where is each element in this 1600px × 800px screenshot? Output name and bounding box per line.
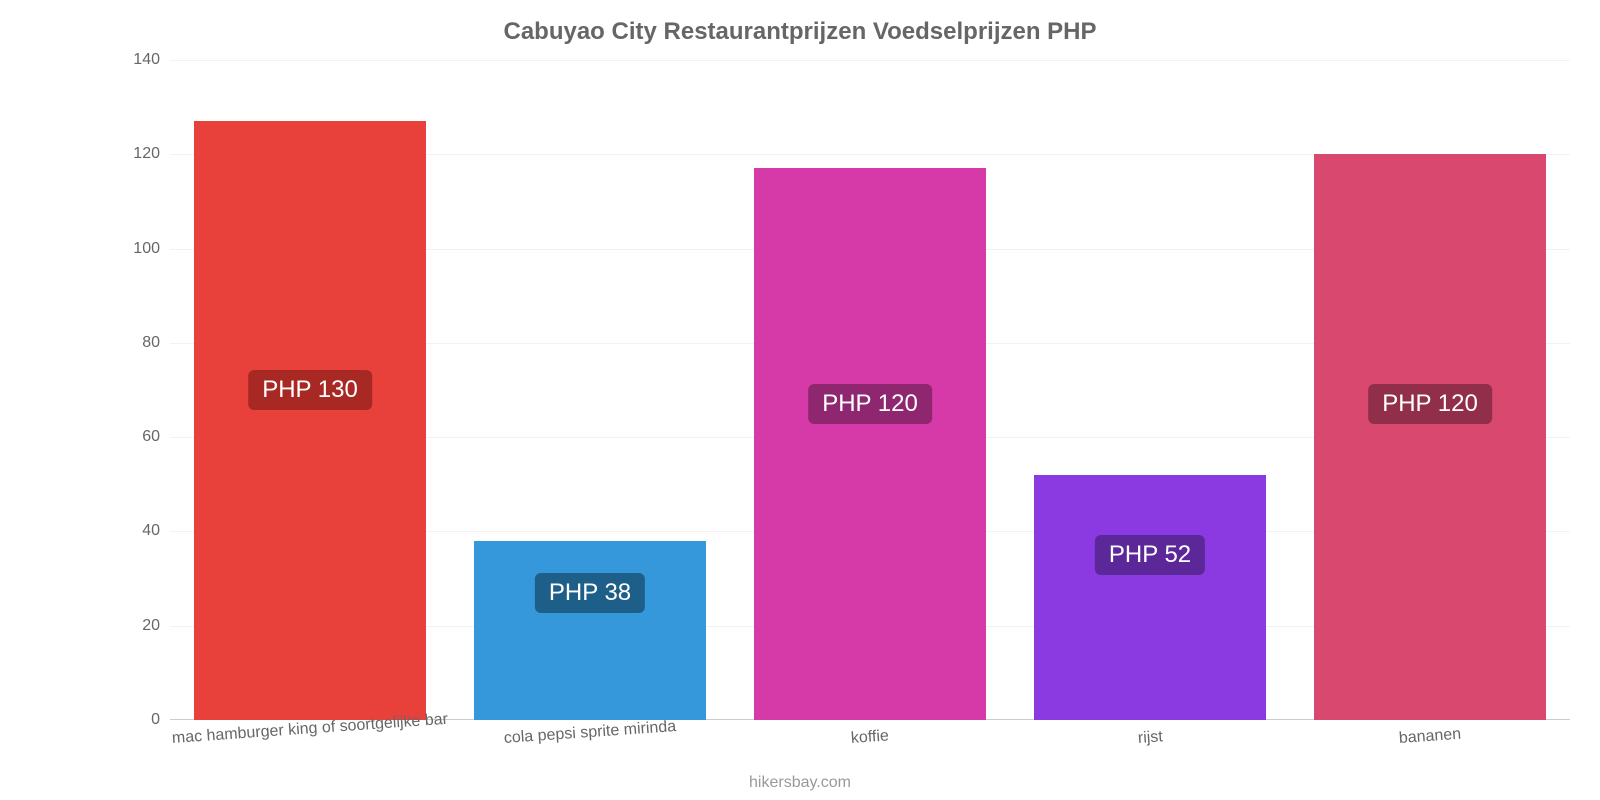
bar xyxy=(474,541,706,720)
bar-value-label: PHP 38 xyxy=(535,573,645,613)
bar-value-label: PHP 120 xyxy=(808,384,932,424)
y-tick-label: 40 xyxy=(110,522,160,540)
y-tick-label: 80 xyxy=(110,334,160,352)
y-tick-label: 0 xyxy=(110,711,160,729)
x-tick-label: cola pepsi sprite mirinda xyxy=(503,718,676,748)
y-tick-label: 20 xyxy=(110,617,160,635)
chart-title: Cabuyao City Restaurantprijzen Voedselpr… xyxy=(0,18,1600,46)
y-tick-label: 140 xyxy=(110,51,160,69)
gridline xyxy=(170,60,1570,61)
x-tick-label: bananen xyxy=(1398,726,1461,748)
y-tick-label: 100 xyxy=(110,240,160,258)
y-tick-label: 60 xyxy=(110,428,160,446)
attribution-text: hikersbay.com xyxy=(0,774,1600,792)
bar xyxy=(1034,475,1266,720)
bar xyxy=(754,168,986,720)
bar-value-label: PHP 120 xyxy=(1368,384,1492,424)
bar-value-label: PHP 52 xyxy=(1095,535,1205,575)
x-tick-label: koffie xyxy=(850,727,889,748)
plot-area: PHP 130 PHP 38 PHP 120 PHP 52 PHP 120 xyxy=(170,60,1570,720)
x-tick-label: rijst xyxy=(1137,728,1163,748)
y-tick-label: 120 xyxy=(110,145,160,163)
bar xyxy=(194,121,426,720)
bar xyxy=(1314,154,1546,720)
bar-value-label: PHP 130 xyxy=(248,370,372,410)
